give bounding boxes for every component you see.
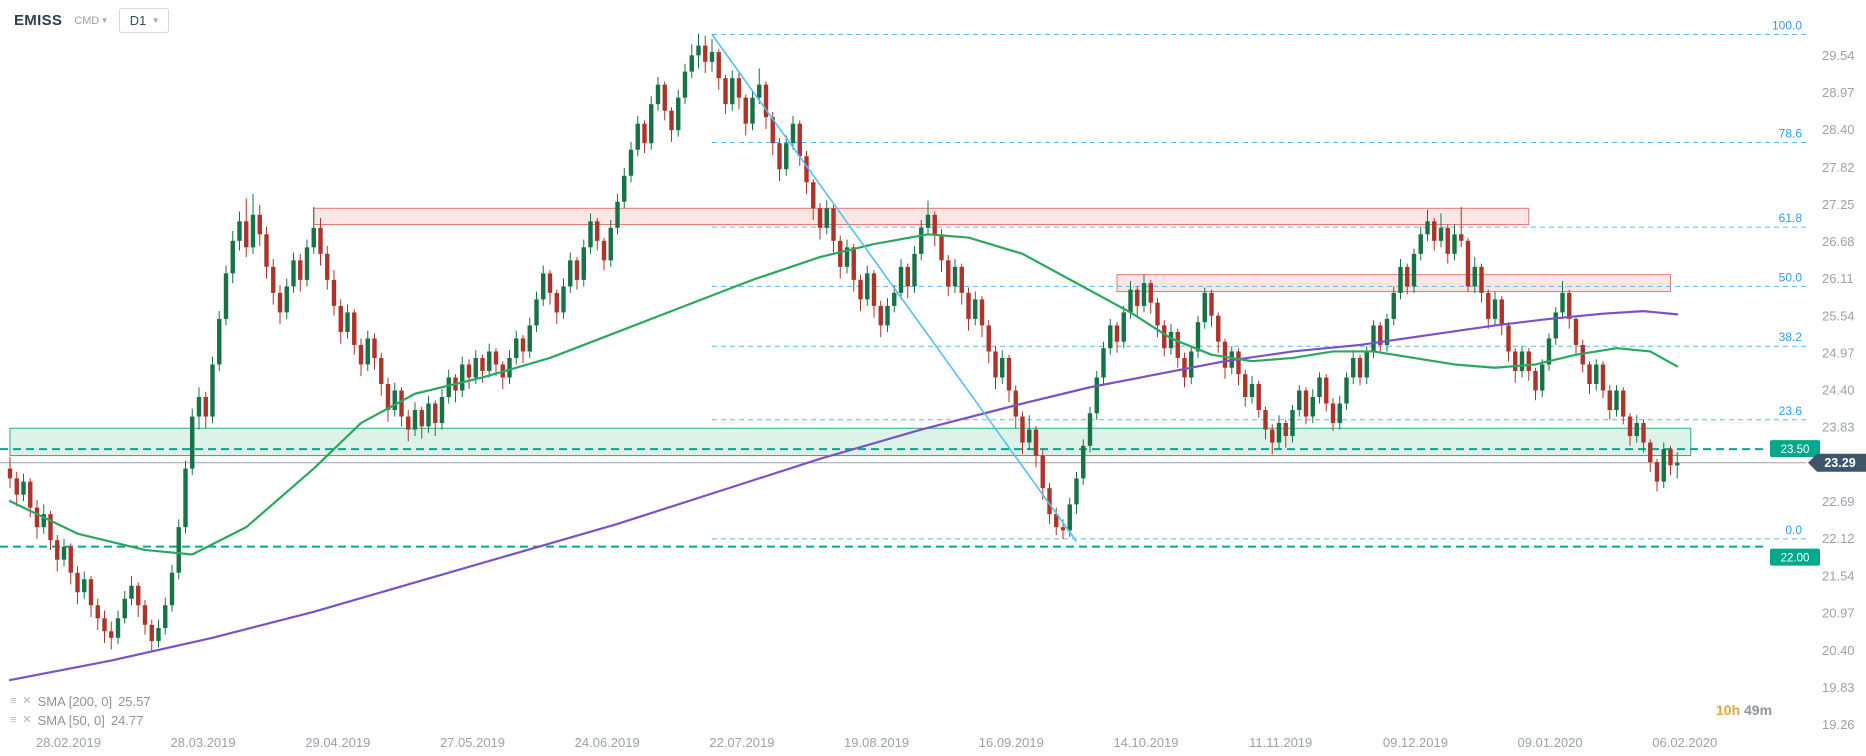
price-axis-label: 20.40	[1822, 643, 1855, 658]
close-icon[interactable]: ✕	[22, 695, 32, 707]
candlestick-series	[7, 33, 1680, 651]
chevron-down-icon: ▾	[102, 15, 107, 25]
price-axis-label: 22.69	[1822, 494, 1855, 509]
indicator-value: 24.77	[110, 713, 144, 728]
sma-200-line[interactable]	[8, 310, 1679, 682]
chevron-down-icon: ▾	[153, 15, 158, 25]
price-line-tag	[1770, 548, 1820, 566]
date-axis-label: 29.04.2019	[305, 735, 370, 750]
price-axis-label: 28.97	[1822, 85, 1855, 100]
price-axis-label: 28.40	[1822, 122, 1855, 137]
fib-level-label: 23.6	[1779, 404, 1803, 418]
price-axis-label: 19.26	[1822, 717, 1855, 732]
date-axis-label: 11.11.2019	[1249, 735, 1312, 750]
indicator-label: SMA [50, 0]	[37, 713, 105, 728]
price-axis-label: 24.97	[1822, 345, 1855, 360]
sma-50-line[interactable]	[8, 233, 1679, 556]
price-axis-label: 26.68	[1822, 234, 1855, 249]
date-axis-label: 09.12.2019	[1383, 735, 1448, 750]
market-label: CMD	[74, 14, 100, 27]
fib-level-label: 50.0	[1779, 270, 1803, 284]
instrument-header: EMISS CMD ▾ D1 ▾	[14, 8, 169, 33]
close-icon[interactable]: ✕	[22, 714, 32, 726]
price-axis-label: 23.83	[1822, 420, 1855, 435]
menu-icon[interactable]: ≡	[10, 695, 17, 707]
date-axis-label: 28.03.2019	[171, 735, 236, 750]
date-axis-label: 22.07.2019	[709, 735, 774, 750]
support-zone[interactable]	[9, 427, 1692, 457]
price-line-tag-label: 23.50	[1781, 444, 1810, 456]
price-axis-label: 21.54	[1822, 569, 1855, 584]
current-price-tag	[1808, 453, 1866, 472]
price-axis-label: 27.25	[1822, 197, 1855, 212]
fib-level-label: 0.0	[1785, 523, 1802, 537]
date-axis-label: 27.05.2019	[440, 735, 505, 750]
indicator-legend: ≡ ✕ SMA [200, 0] 25.57 ≡ ✕ SMA [50, 0] 2…	[10, 694, 151, 728]
indicator-label: SMA [200, 0]	[37, 694, 113, 709]
current-price-tag-label: 23.29	[1824, 456, 1855, 470]
date-axis-label: 16.09.2019	[979, 735, 1044, 750]
price-axis-label: 26.11	[1822, 271, 1854, 286]
fib-level-label: 78.6	[1779, 127, 1803, 141]
price-axis-label: 24.40	[1822, 383, 1855, 398]
price-line-tag	[1770, 440, 1820, 458]
date-axis-label: 06.02.2020	[1652, 735, 1717, 750]
date-axis-label: 14.10.2019	[1113, 735, 1178, 750]
menu-icon[interactable]: ≡	[10, 714, 17, 726]
price-axis-label: 27.82	[1822, 160, 1855, 175]
price-axis-label: 19.83	[1822, 680, 1855, 695]
fib-level-label: 38.2	[1779, 330, 1803, 344]
date-axis-label: 24.06.2019	[575, 735, 640, 750]
indicator-row-sma200[interactable]: ≡ ✕ SMA [200, 0] 25.57	[10, 694, 151, 709]
price-axis-label: 25.54	[1822, 308, 1855, 323]
trendline[interactable]	[711, 34, 1078, 542]
symbol-label: EMISS	[14, 12, 63, 29]
candle-countdown: 10h 49m	[1716, 702, 1772, 718]
countdown-minutes: 49m	[1744, 702, 1773, 718]
fib-level-label: 61.8	[1779, 211, 1803, 225]
countdown-hours: 10h	[1716, 702, 1741, 718]
indicator-row-sma50[interactable]: ≡ ✕ SMA [50, 0] 24.77	[10, 713, 151, 728]
price-axis-label: 29.54	[1822, 48, 1855, 63]
date-axis-label: 19.08.2019	[844, 735, 909, 750]
price-axis-label: 20.97	[1822, 606, 1855, 621]
price-line-tag-label: 22.00	[1781, 553, 1810, 565]
price-axis-label: 22.12	[1822, 531, 1855, 546]
timeframe-label: D1	[129, 13, 147, 28]
fib-level-label: 100.0	[1772, 19, 1802, 33]
timeframe-selector[interactable]: D1 ▾	[118, 8, 169, 33]
date-axis-label: 09.01.2020	[1518, 735, 1583, 750]
indicator-value: 25.57	[118, 694, 151, 709]
date-axis-label: 28.02.2019	[36, 735, 101, 750]
market-selector[interactable]: CMD ▾	[74, 15, 107, 27]
